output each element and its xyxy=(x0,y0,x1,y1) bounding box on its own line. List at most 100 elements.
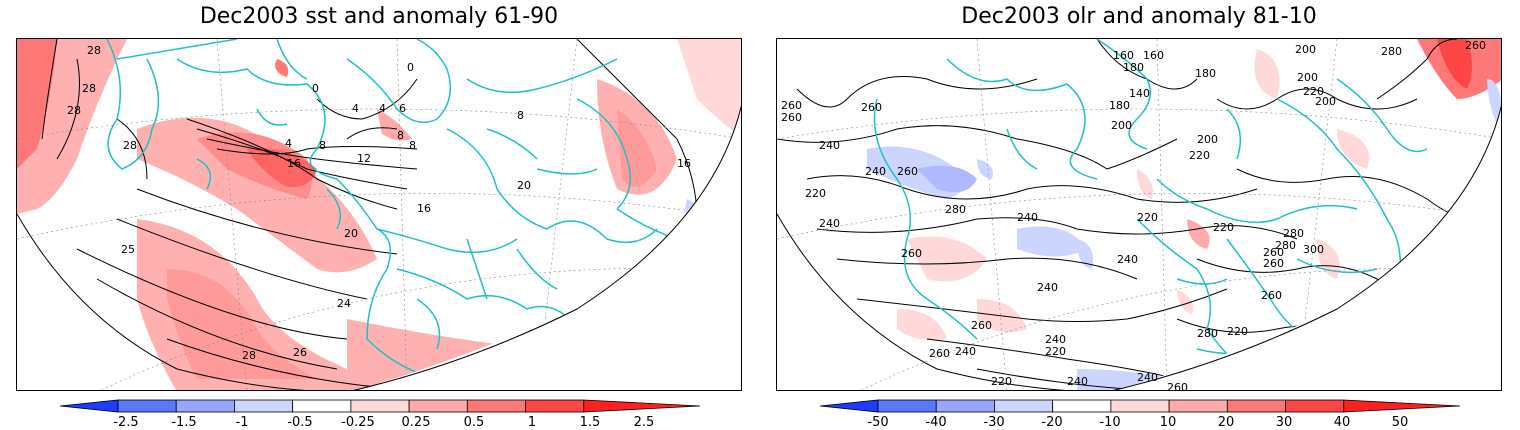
colorbar-segment xyxy=(1052,399,1112,413)
svg-text:8: 8 xyxy=(319,139,326,152)
colorbar-segment xyxy=(1110,399,1170,413)
svg-text:6: 6 xyxy=(399,102,406,115)
svg-text:28: 28 xyxy=(82,82,96,95)
sst-contour-labels: 28 28 28 28 0 0 4 4 6 8 4 8 12 16 16 20 … xyxy=(67,44,691,362)
svg-text:240: 240 xyxy=(1017,211,1038,224)
colorbar-segment xyxy=(1168,399,1228,413)
sst-contours xyxy=(41,39,698,390)
svg-text:24: 24 xyxy=(337,297,351,310)
svg-text:25: 25 xyxy=(121,243,135,256)
colorbar-right-arrow xyxy=(1343,399,1460,413)
svg-text:220: 220 xyxy=(991,375,1012,388)
svg-text:16: 16 xyxy=(287,157,301,170)
svg-text:240: 240 xyxy=(1067,375,1088,388)
colorbar-segment xyxy=(408,399,468,413)
svg-text:16: 16 xyxy=(417,202,431,215)
svg-text:12: 12 xyxy=(357,152,371,165)
svg-text:260: 260 xyxy=(1261,289,1282,302)
colorbar-segment xyxy=(877,399,937,413)
colorbar-left-arrow xyxy=(820,399,879,413)
svg-text:4: 4 xyxy=(379,102,386,115)
colorbar-segment xyxy=(994,399,1054,413)
svg-text:260: 260 xyxy=(1263,257,1284,270)
svg-text:28: 28 xyxy=(242,349,256,362)
right-panel-title: Dec2003 olr and anomaly 81-10 xyxy=(961,4,1317,29)
svg-text:200: 200 xyxy=(1297,71,1318,84)
svg-text:260: 260 xyxy=(1167,381,1188,391)
svg-text:220: 220 xyxy=(1137,211,1158,224)
olr-anomaly-shading xyxy=(867,39,1501,390)
svg-text:260: 260 xyxy=(901,247,922,260)
svg-text:180: 180 xyxy=(1123,61,1144,74)
svg-text:28: 28 xyxy=(67,104,81,117)
colorbar-segment xyxy=(175,399,235,413)
olr-coastlines xyxy=(873,39,1428,380)
svg-text:260: 260 xyxy=(781,111,802,124)
colorbar-segment xyxy=(1285,399,1345,413)
svg-text:260: 260 xyxy=(1263,246,1284,259)
svg-text:240: 240 xyxy=(1037,281,1058,294)
svg-text:200: 200 xyxy=(1111,119,1132,132)
colorbar-right-arrow xyxy=(583,399,700,413)
svg-text:260: 260 xyxy=(897,165,918,178)
svg-text:220: 220 xyxy=(1227,325,1248,338)
olr-contour-labels: 160 160 180 180 140 180 200 200 200 220 … xyxy=(781,39,1486,391)
svg-text:220: 220 xyxy=(805,187,826,200)
svg-text:16: 16 xyxy=(677,157,691,170)
right-map: 160 160 180 180 140 180 200 200 200 220 … xyxy=(776,38,1502,391)
sst-coastlines xyxy=(106,39,678,381)
left-colorbar xyxy=(60,399,700,413)
colorbar-segment xyxy=(117,399,177,413)
svg-text:260: 260 xyxy=(971,319,992,332)
svg-text:160: 160 xyxy=(1113,49,1134,62)
svg-text:300: 300 xyxy=(1303,243,1324,256)
olr-map-svg: 160 160 180 180 140 180 200 200 200 220 … xyxy=(777,39,1501,391)
svg-text:4: 4 xyxy=(285,137,292,150)
svg-text:240: 240 xyxy=(955,345,976,358)
sst-map-svg: 28 28 28 28 0 0 4 4 6 8 4 8 12 16 16 20 … xyxy=(17,39,741,390)
svg-text:280: 280 xyxy=(1197,327,1218,340)
svg-text:200: 200 xyxy=(1315,95,1336,108)
colorbar-left-arrow xyxy=(60,399,119,413)
svg-text:20: 20 xyxy=(517,179,531,192)
svg-text:260: 260 xyxy=(861,101,882,114)
svg-text:240: 240 xyxy=(1137,371,1158,384)
svg-text:4: 4 xyxy=(352,102,359,115)
svg-text:8: 8 xyxy=(409,139,416,152)
svg-text:160: 160 xyxy=(1143,49,1164,62)
svg-text:180: 180 xyxy=(1109,99,1130,112)
svg-text:220: 220 xyxy=(1045,345,1066,358)
svg-text:28: 28 xyxy=(87,44,101,57)
svg-text:280: 280 xyxy=(1381,45,1402,58)
svg-text:140: 140 xyxy=(1129,87,1150,100)
svg-text:260: 260 xyxy=(781,99,802,112)
svg-text:200: 200 xyxy=(1197,133,1218,146)
svg-text:28: 28 xyxy=(123,139,137,152)
svg-text:240: 240 xyxy=(865,165,886,178)
svg-text:0: 0 xyxy=(312,82,319,95)
svg-text:220: 220 xyxy=(1213,221,1234,234)
svg-text:220: 220 xyxy=(1189,149,1210,162)
left-map: 28 28 28 28 0 0 4 4 6 8 4 8 12 16 16 20 … xyxy=(16,38,742,391)
svg-text:240: 240 xyxy=(1117,253,1138,266)
svg-text:280: 280 xyxy=(1275,239,1296,252)
colorbar-segment xyxy=(466,399,526,413)
svg-text:260: 260 xyxy=(929,347,950,360)
svg-text:26: 26 xyxy=(293,346,307,359)
svg-text:260: 260 xyxy=(1465,39,1486,52)
svg-text:280: 280 xyxy=(945,203,966,216)
svg-text:200: 200 xyxy=(1295,43,1316,56)
colorbar-segment xyxy=(292,399,352,413)
colorbar-segment xyxy=(935,399,995,413)
svg-text:220: 220 xyxy=(1303,85,1324,98)
svg-text:240: 240 xyxy=(819,217,840,230)
svg-text:280: 280 xyxy=(1283,227,1304,240)
svg-text:240: 240 xyxy=(1045,333,1066,346)
colorbar-segment xyxy=(1226,399,1286,413)
colorbar-segment xyxy=(525,399,585,413)
svg-text:8: 8 xyxy=(397,129,404,142)
olr-contours xyxy=(777,39,1498,390)
right-colorbar xyxy=(820,399,1460,413)
colorbar-segment xyxy=(350,399,410,413)
colorbar-segment xyxy=(234,399,294,413)
